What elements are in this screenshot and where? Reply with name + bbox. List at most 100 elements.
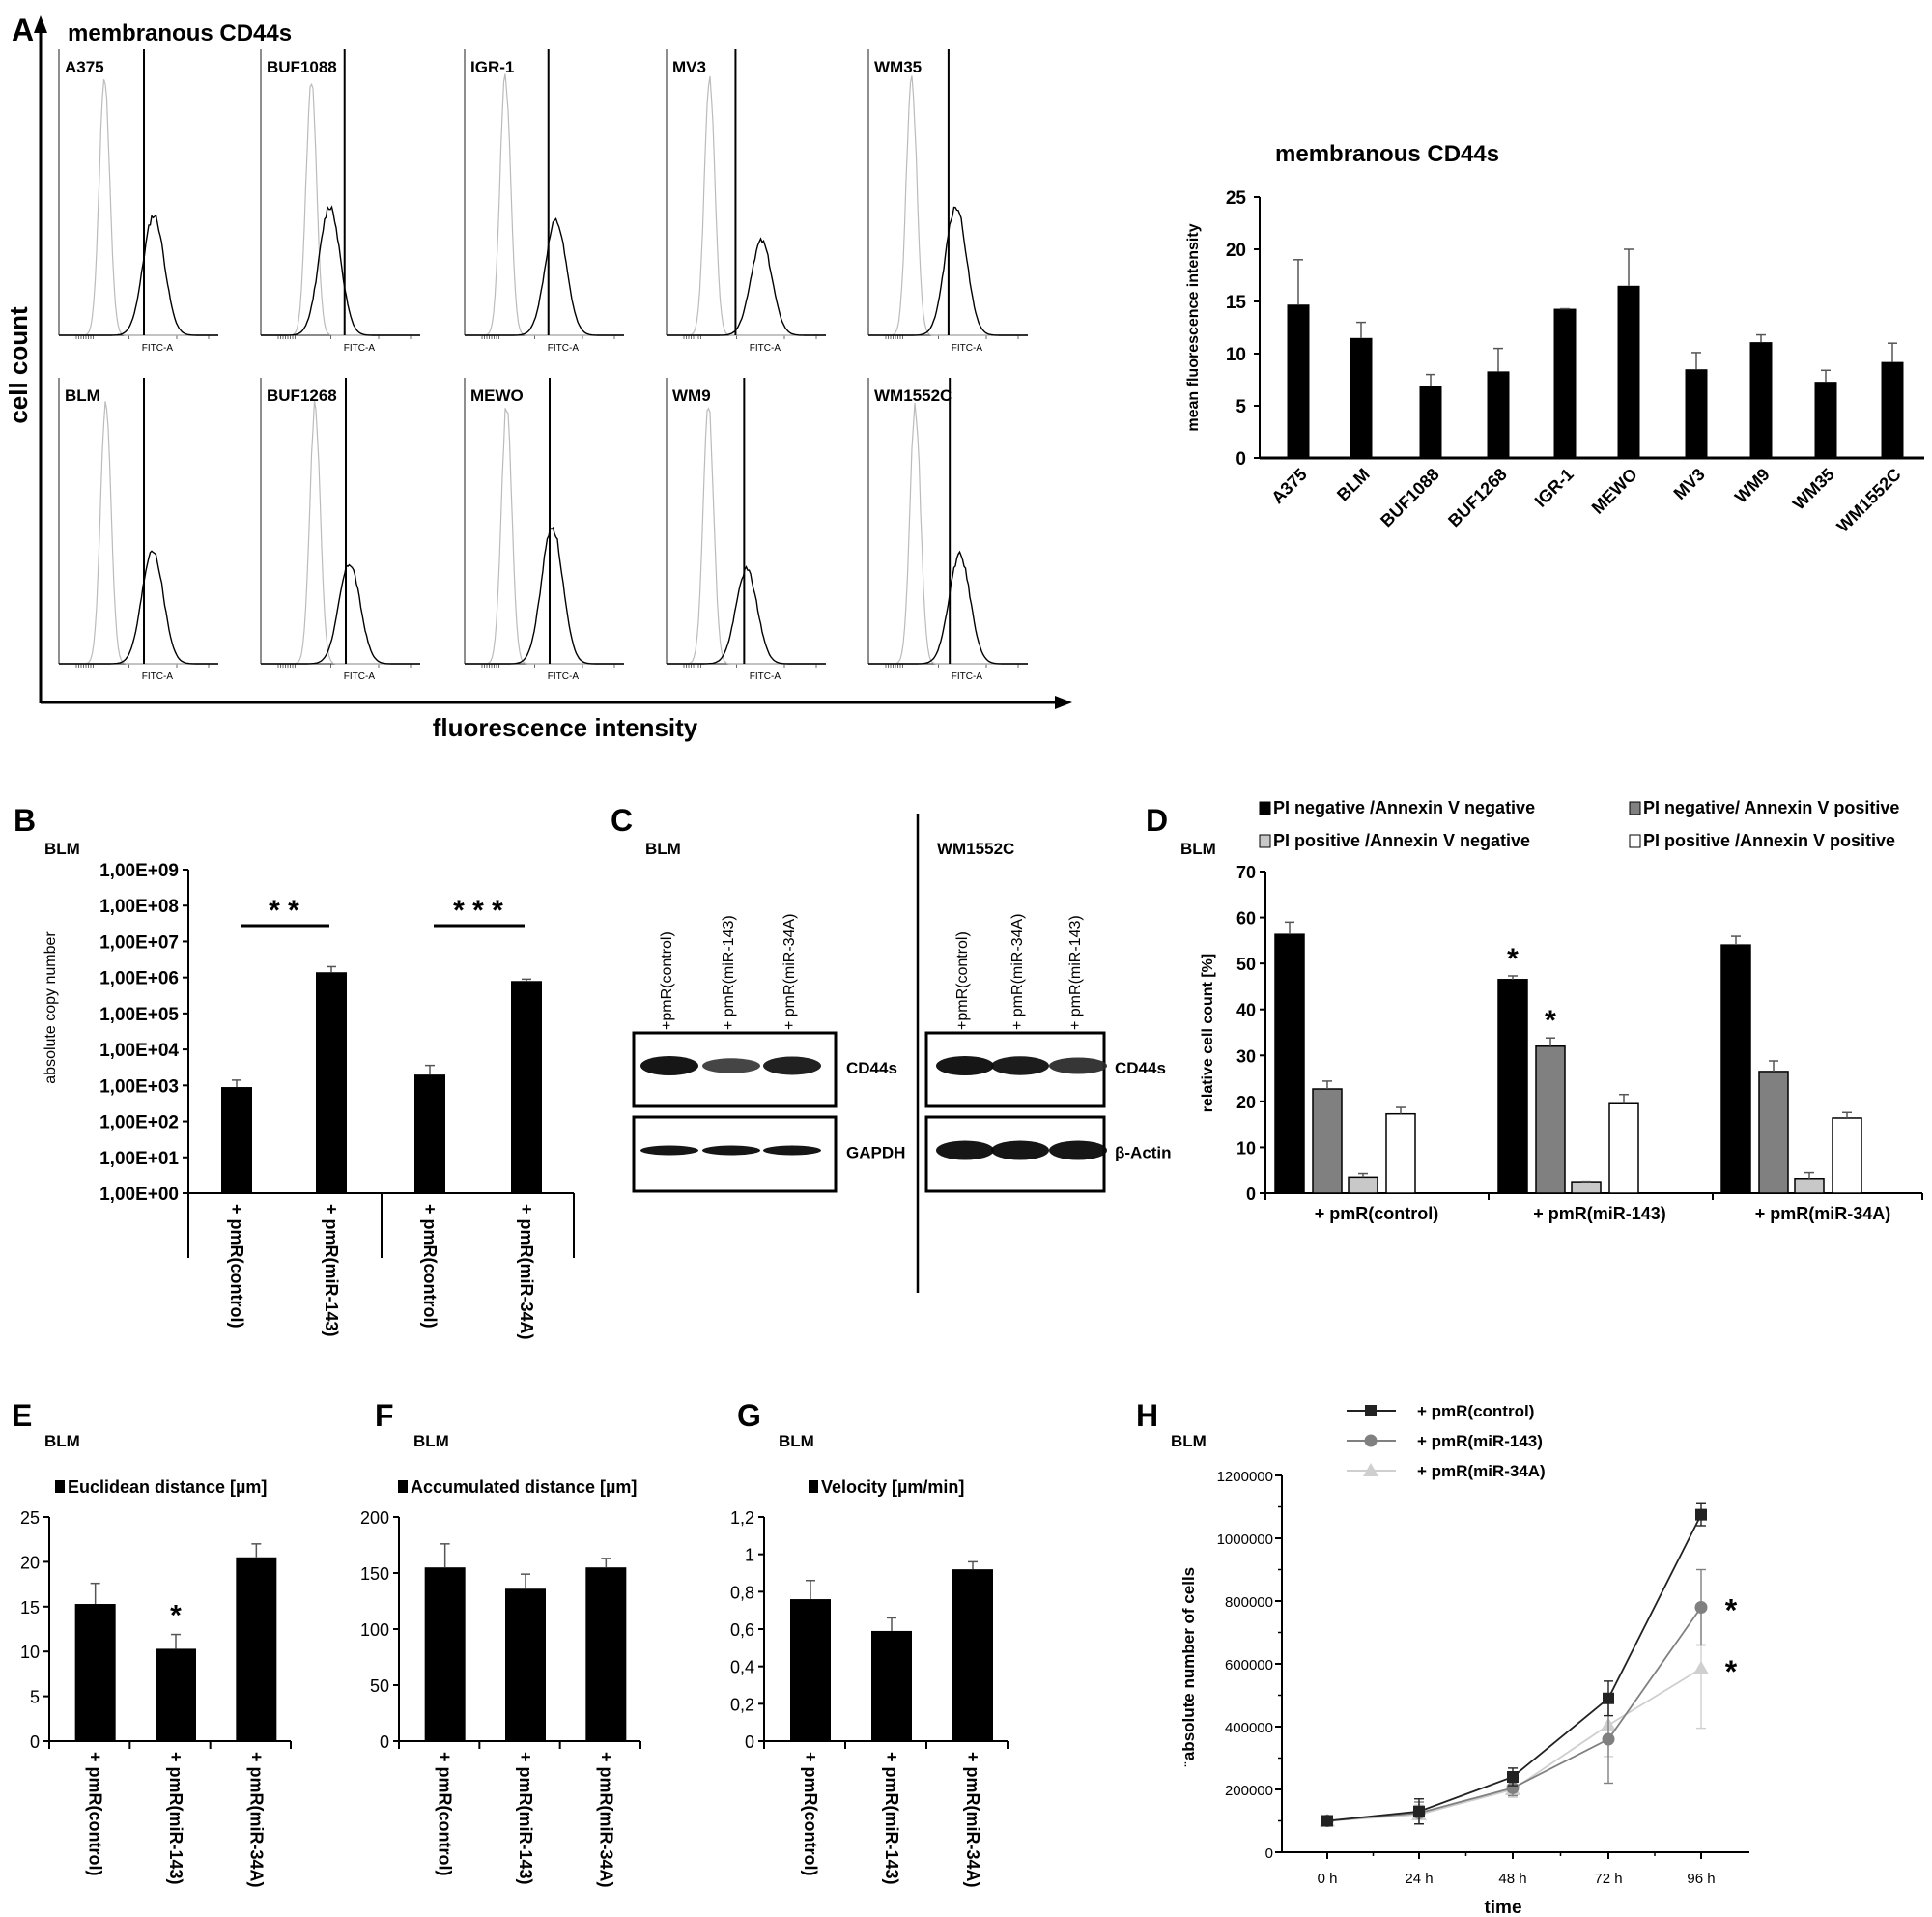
histogram-cell-line-label: BLM — [65, 386, 100, 405]
x-tick-label: + pmR(miR-34A) — [1755, 1204, 1891, 1223]
y-tick-label: 1,00E+07 — [99, 932, 179, 953]
fitc-a-label: FITC-A — [952, 672, 983, 682]
bar — [236, 1557, 277, 1741]
bar — [424, 1567, 466, 1741]
y-tick-label: 30 — [1236, 1046, 1256, 1066]
legend-label: PI negative /Annexin V negative — [1273, 798, 1535, 817]
band-label: β-Actin — [1115, 1144, 1172, 1162]
x-tick-label: 48 h — [1498, 1871, 1526, 1887]
bar-buf1268 — [1487, 371, 1510, 458]
legend-triangle-marker — [1363, 1463, 1378, 1476]
cell-line-label: BLM — [413, 1432, 449, 1450]
x-tick-label: BUF1268 — [1444, 465, 1511, 531]
protein-band — [702, 1058, 760, 1073]
bar-buf1088 — [1419, 386, 1442, 458]
loading-control-blot: β-Actin — [924, 1115, 1172, 1193]
y-tick-label: 600000 — [1225, 1657, 1273, 1674]
histogram-igr-1: IGR-1 FITC-A — [464, 49, 624, 354]
panel-letter-g: G — [737, 1398, 761, 1433]
legend-label: Euclidean distance [µm] — [68, 1477, 267, 1497]
square-marker — [1603, 1692, 1614, 1704]
control-histogram-curve — [59, 401, 218, 665]
y-tick-label: 0 — [30, 1732, 40, 1752]
legend-swatch — [1259, 801, 1271, 815]
x-tick-label: + pmR(miR-143) — [1533, 1204, 1666, 1223]
y-tick-label: 1,00E+01 — [99, 1149, 179, 1169]
fluorescence-intensity-label: fluorescence intensity — [433, 713, 698, 742]
bar — [952, 1569, 993, 1741]
bar — [156, 1648, 196, 1741]
cell-count-label: cell count — [4, 306, 33, 424]
panel-letter-h: H — [1136, 1398, 1158, 1433]
legend-swatch — [398, 1480, 408, 1493]
y-tick-label: 20 — [20, 1553, 40, 1572]
significance-star: * — [1725, 1654, 1738, 1689]
bar-wm1552c — [1881, 361, 1904, 458]
bar — [1720, 944, 1751, 1194]
y-tick-label: 1,00E+02 — [99, 1113, 179, 1133]
square-marker — [1507, 1771, 1519, 1783]
y-tick-label: 1,00E+06 — [99, 969, 179, 989]
legend-swatch — [1629, 801, 1641, 815]
cell-line-label: BLM — [779, 1432, 814, 1450]
bar-wm9 — [1749, 342, 1773, 458]
legend-label: PI negative/ Annexin V positive — [1643, 798, 1899, 817]
x-tick-label: 72 h — [1594, 1871, 1622, 1887]
bar — [790, 1599, 831, 1741]
x-tick-label: + pmR(miR-34A) — [517, 1204, 536, 1340]
x-tick-label: + pmR(miR-143) — [166, 1752, 185, 1885]
y-tick-label: 0 — [745, 1732, 754, 1752]
lane-label: + pmR(miR-34A) — [1009, 914, 1026, 1030]
bar — [1274, 933, 1305, 1194]
y-tick-label: 0,2 — [730, 1695, 754, 1714]
panel-letter-c: C — [611, 803, 633, 838]
bar — [1571, 1181, 1602, 1194]
histogram-cell-line-label: BUF1268 — [267, 386, 337, 405]
circle-marker — [1694, 1601, 1708, 1614]
x-tick-label: + pmR(miR-34A) — [596, 1752, 615, 1888]
histogram-mv3: MV3 FITC-A — [666, 49, 826, 354]
cell-line-label: BLM — [44, 1432, 80, 1450]
bar-wm35 — [1814, 382, 1837, 458]
y-tick-label: 50 — [370, 1676, 389, 1696]
y-tick-label: 100 — [360, 1620, 389, 1640]
y-tick-label: 1000000 — [1217, 1531, 1273, 1548]
bar — [1535, 1045, 1566, 1194]
x-tick-label: 24 h — [1405, 1871, 1433, 1887]
series-line-2 — [1326, 1668, 1702, 1822]
y-tick-label: 15 — [20, 1598, 40, 1617]
significance-star: * — [1507, 943, 1519, 975]
lane-label: + pmR(miR-143) — [721, 915, 737, 1030]
bar — [1348, 1176, 1378, 1194]
lane-label: + pmR(miR-34A) — [781, 914, 798, 1030]
y-tick-label: 1,00E+03 — [99, 1076, 179, 1097]
bar — [1608, 1102, 1639, 1194]
x-tick-label: + pmR(miR-34A) — [963, 1752, 982, 1888]
panel-letter-a: A — [12, 13, 34, 47]
arrow-up-icon — [34, 15, 47, 33]
y-tick-label: 1,2 — [730, 1508, 754, 1528]
y-tick-label: 10 — [1236, 1138, 1256, 1158]
y-tick-label: 1,00E+00 — [99, 1185, 179, 1205]
y-axis-label: absolute copy number — [43, 931, 59, 1084]
y-axis-label-prefix: ¨ — [1181, 1761, 1197, 1766]
legend-label: PI positive /Annexin V negative — [1273, 831, 1530, 850]
fitc-a-label: FITC-A — [750, 672, 781, 682]
bar — [221, 1087, 252, 1193]
square-marker — [1695, 1508, 1707, 1521]
y-tick-label: 20 — [1236, 1093, 1256, 1112]
y-tick-label: 0 — [1236, 449, 1246, 470]
control-histogram-curve — [465, 408, 624, 665]
cell-line-label: BLM — [1180, 840, 1216, 858]
y-tick-label: 200000 — [1225, 1783, 1273, 1799]
y-tick-label: 400000 — [1225, 1720, 1273, 1736]
legend-circle-marker — [1364, 1434, 1378, 1447]
arrow-right-icon — [1055, 696, 1072, 709]
protein-band — [763, 1056, 821, 1075]
x-tick-label: + pmR(control) — [1315, 1204, 1439, 1223]
x-tick-label: + pmR(control) — [801, 1752, 820, 1876]
x-tick-label: 96 h — [1687, 1871, 1715, 1887]
cd44s-histogram-curve — [59, 550, 218, 665]
histogram-cell-line-label: BUF1088 — [267, 58, 337, 76]
